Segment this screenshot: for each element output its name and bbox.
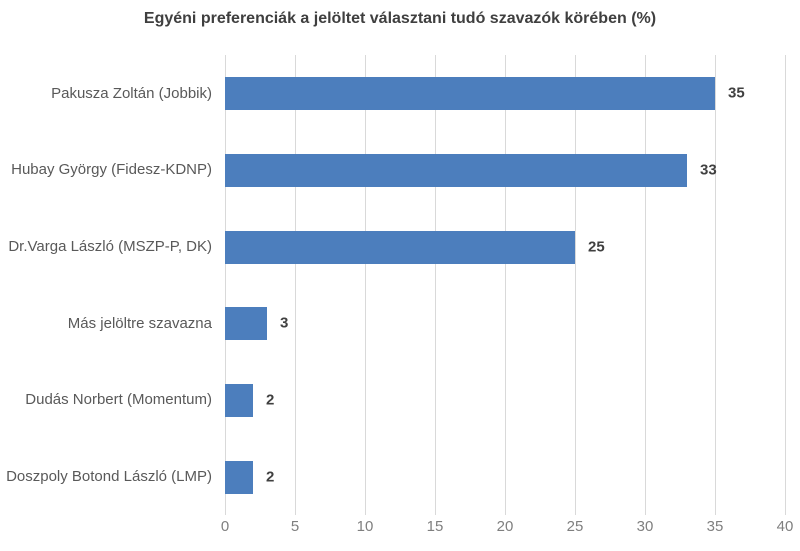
bar-value-label: 2 [266, 468, 275, 486]
x-tick-label: 30 [636, 518, 654, 535]
x-tick-label: 5 [290, 518, 300, 535]
bar [225, 306, 267, 340]
gridline [295, 55, 296, 515]
gridline [575, 55, 576, 515]
gridline [785, 55, 786, 515]
bar-value-label: 2 [266, 391, 275, 409]
bar [225, 230, 575, 264]
bar [225, 153, 687, 187]
gridline [505, 55, 506, 515]
bar-value-label: 33 [700, 161, 717, 179]
gridline [365, 55, 366, 515]
bar [225, 383, 253, 417]
gridline [435, 55, 436, 515]
chart-title: Egyéni preferenciák a jelöltet választan… [143, 10, 657, 27]
gridline [715, 55, 716, 515]
gridline [645, 55, 646, 515]
gridline [225, 55, 226, 515]
bar-value-label: 25 [588, 238, 605, 256]
bar-value-label: 3 [280, 314, 289, 332]
category-label: Dudás Norbert (Momentum) [25, 391, 212, 409]
category-label: Pakusza Zoltán (Jobbik) [51, 84, 212, 102]
category-label: Más jelöltre szavazna [67, 314, 212, 332]
x-tick-label: 0 [220, 518, 230, 535]
x-tick-label: 20 [496, 518, 514, 535]
x-tick-label: 10 [356, 518, 374, 535]
x-tick-label: 15 [426, 518, 444, 535]
bar [225, 460, 253, 494]
bar-value-label: 35 [728, 84, 745, 102]
x-tick-label: 35 [706, 518, 724, 535]
bar [225, 76, 715, 110]
category-label: Hubay György (Fidesz-KDNP) [11, 161, 212, 179]
plot-area: 35 33 25 3 2 2 [225, 55, 786, 515]
x-tick-label: 25 [566, 518, 584, 535]
category-label: Doszpoly Botond László (LMP) [6, 468, 212, 486]
category-label: Dr.Varga László (MSZP-P, DK) [8, 238, 212, 256]
x-tick-label: 40 [776, 518, 794, 535]
category-axis: Pakusza Zoltán (Jobbik) Hubay György (Fid… [0, 55, 212, 515]
x-axis: 0 5 10 15 20 25 30 35 40 [221, 518, 794, 544]
